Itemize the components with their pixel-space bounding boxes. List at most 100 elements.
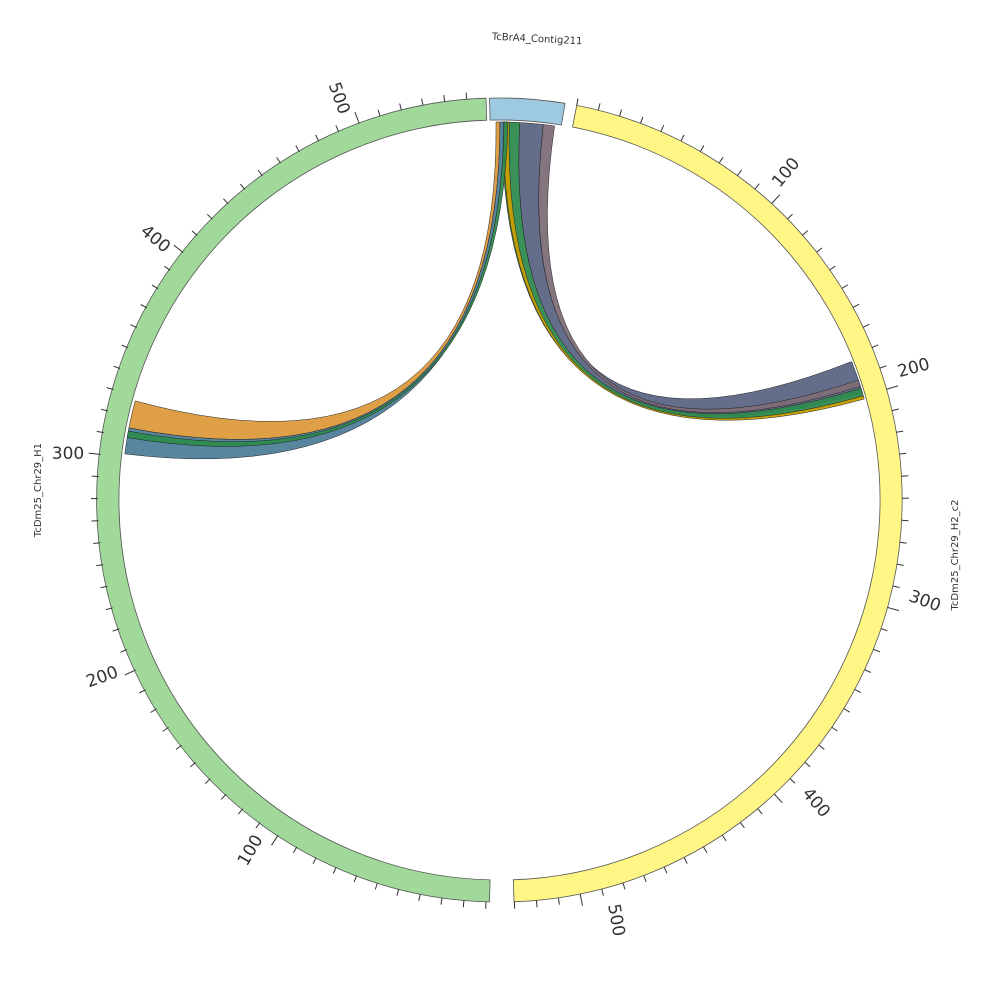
minor-tick-h1	[396, 888, 400, 896]
tick-label-h1-400: 400	[136, 221, 174, 257]
minor-tick-h2	[873, 648, 880, 653]
minor-tick-h1	[292, 846, 298, 854]
minor-tick-h2	[896, 563, 904, 566]
minor-tick-h2	[892, 585, 900, 588]
minor-tick-h2	[622, 882, 626, 890]
tick-label-h2-300: 300	[906, 586, 943, 616]
major-tick-h1	[271, 834, 279, 846]
major-tick-h1	[354, 112, 360, 124]
minor-tick-h1	[130, 324, 138, 329]
minor-tick-h1	[113, 365, 121, 369]
minor-tick-h1	[257, 169, 263, 177]
minor-tick-h2	[787, 213, 793, 220]
tick-label-h2-500: 500	[603, 902, 628, 937]
minor-tick-h2	[737, 169, 742, 176]
segment-label-h2: TcDm25_Chr29_H2_c2	[950, 500, 961, 612]
minor-tick-h2	[818, 744, 825, 750]
minor-tick-h1	[100, 585, 108, 589]
minor-tick-h1	[93, 542, 101, 544]
minor-tick-h2	[601, 888, 604, 896]
minor-tick-h2	[864, 669, 872, 673]
minor-tick-h1	[462, 900, 465, 908]
minor-tick-h2	[880, 628, 888, 632]
minor-tick-h1	[162, 726, 169, 732]
minor-tick-h2	[879, 365, 887, 369]
minor-tick-h1	[421, 98, 424, 106]
ticks	[88, 92, 909, 909]
minor-tick-h1	[150, 708, 157, 713]
minor-tick-h2	[816, 247, 823, 253]
minor-tick-h2	[802, 230, 809, 236]
minor-tick-h1	[237, 808, 244, 815]
minor-tick-h1	[120, 649, 128, 653]
minor-tick-h1	[223, 198, 229, 205]
tick-label-h2-100: 100	[768, 154, 804, 192]
segments	[96, 97, 903, 903]
minor-tick-h1	[204, 778, 211, 784]
segment-label-contig: TcBrA4_Contig211	[491, 32, 583, 48]
minor-tick-h2	[901, 475, 909, 477]
minor-tick-h1	[295, 145, 300, 152]
minor-tick-h1	[112, 628, 120, 632]
minor-tick-h2	[619, 109, 623, 117]
minor-tick-h2	[680, 134, 685, 142]
minor-tick-h1	[206, 213, 213, 220]
minor-tick-h1	[465, 92, 468, 100]
minor-tick-h1	[255, 822, 261, 829]
minor-tick-h1	[105, 607, 113, 611]
minor-tick-h2	[896, 430, 904, 433]
minor-tick-h1	[353, 875, 358, 883]
minor-tick-h1	[443, 94, 446, 102]
minor-tick-h1	[101, 408, 109, 412]
tick-label-h2-200: 200	[895, 354, 932, 382]
minor-tick-h2	[699, 145, 705, 152]
minor-tick-h2	[829, 265, 836, 271]
minor-tick-h1	[121, 344, 129, 349]
major-tick-h2	[771, 194, 781, 204]
major-tick-h1	[88, 452, 101, 455]
major-tick-h1	[124, 669, 136, 676]
tick-label-h1-300: 300	[52, 444, 84, 464]
minor-tick-h1	[315, 134, 320, 142]
minor-tick-h2	[852, 303, 860, 309]
segment-arc-contig	[489, 97, 566, 126]
minor-tick-h2	[576, 98, 579, 106]
tick-label-h1-100: 100	[234, 831, 268, 869]
ribbon-contig-h1-green	[126, 121, 509, 447]
segment-arc-h1	[96, 97, 491, 903]
minor-tick-h1	[312, 857, 317, 865]
minor-tick-h2	[843, 708, 850, 713]
minor-tick-h2	[683, 857, 688, 864]
tick-label-h1-500: 500	[324, 80, 354, 117]
minor-tick-h1	[164, 265, 171, 271]
minor-tick-h2	[643, 875, 647, 883]
minor-tick-h1	[276, 157, 281, 164]
major-tick-h1	[173, 244, 184, 253]
minor-tick-h2	[718, 156, 724, 164]
segment-label-h1: TcDm25_Chr29_H1	[33, 443, 44, 538]
tick-label-h2-400: 400	[798, 784, 834, 822]
minor-tick-h1	[175, 744, 182, 750]
segment-arc-h2	[512, 104, 903, 903]
minor-tick-h1	[220, 793, 227, 800]
minor-tick-h2	[702, 846, 708, 854]
ribbon-contig-h2-mauve	[538, 124, 861, 413]
minor-tick-h1	[377, 109, 381, 117]
minor-tick-h1	[96, 564, 104, 567]
minor-tick-h2	[854, 688, 862, 694]
minor-tick-h2	[899, 541, 907, 544]
ribbon-contig-h2-gold	[503, 121, 865, 421]
minor-tick-h2	[739, 821, 745, 829]
minor-tick-h2	[841, 284, 849, 289]
minor-tick-h1	[440, 897, 443, 905]
ribbons	[124, 121, 865, 460]
minor-tick-h1	[191, 230, 198, 236]
minor-tick-h2	[597, 103, 601, 111]
minor-tick-h1	[399, 103, 402, 111]
minor-tick-h2	[660, 124, 665, 132]
minor-tick-h2	[663, 866, 668, 874]
minor-tick-h2	[891, 408, 899, 412]
minor-tick-h1	[374, 882, 378, 890]
minor-tick-h1	[140, 304, 148, 309]
